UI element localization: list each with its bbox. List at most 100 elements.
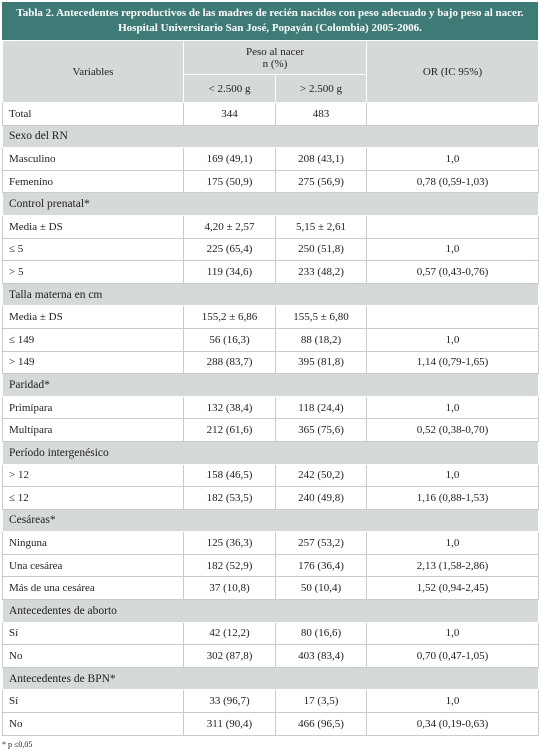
cell: 240 (49,8) [275,486,367,510]
table-row: Media ± DS 155,2 ± 6,86 155,5 ± 6,80 [2,305,539,329]
row-label: ≤ 12 [2,486,184,510]
cell: 466 (96,5) [275,712,367,736]
cell: 132 (38,4) [183,395,276,420]
cell: 42 (12,2) [183,621,276,646]
cell: 56 (16,3) [183,327,276,352]
cell: 288 (83,7) [183,350,276,375]
data-table: Variables Peso al nacer n (%) OR (IC 95%)… [2,40,539,736]
row-label: Más de una cesárea [2,576,184,601]
cell: 2,13 (1,58-2,86) [366,553,539,578]
cell: 302 (87,8) [183,644,276,668]
section-row: Antecedentes de aborto [2,599,539,623]
table-row: ≤ 5 225 (65,4) 250 (51,8) 1,0 [2,237,539,262]
section-row: Control prenatal* [2,192,539,216]
table-row: Más de una cesárea 37 (10,8) 50 (10,4) 1,52… [2,576,539,601]
section-row: Talla materna en cm [2,282,539,307]
row-label: ≤ 5 [2,237,184,262]
cell: 1,0 [366,327,539,352]
section-title: Talla materna en cm [2,282,539,307]
table-row: ≤ 149 56 (16,3) 88 (18,2) 1,0 [2,327,539,352]
cell: 176 (36,4) [275,553,367,578]
header-row: Variables Peso al nacer n (%) OR (IC 95%) [2,40,539,103]
section-row: Período intergenésico [2,440,539,465]
section-row: Cesáreas* [2,508,539,533]
table-row: > 12 158 (46,5) 242 (50,2) 1,0 [2,463,539,488]
header-cell: < 2.500 g [183,74,276,103]
cell: 311 (90,4) [183,712,276,736]
cell: 5,15 ± 2,61 [275,214,367,239]
row-label: Media ± DS [2,305,184,329]
cell: 155,2 ± 6,86 [183,305,276,329]
table-row: Multípara 212 (61,6) 365 (75,6) 0,52 (0,38-… [2,418,539,442]
table-row: Una cesárea 182 (52,9) 176 (36,4) 2,13 (1,5… [2,553,539,578]
cell: 1,52 (0,94-2,45) [366,576,539,601]
cell: 182 (52,9) [183,553,276,578]
cell: 275 (56,9) [275,169,367,194]
header-cell: Variables [2,40,184,103]
title-line: Hospital Universitario San José, Popayán… [118,22,422,34]
row-label: Multípara [2,418,184,442]
cell: 208 (43,1) [275,147,367,171]
header-row: < 2.500 g > 2.500 g [3,74,539,103]
row-label: Primípara [2,395,184,420]
cell: 4,20 ± 2,57 [183,214,276,239]
cell: 1,0 [366,621,539,646]
cell: 365 (75,6) [275,418,367,442]
cell: 119 (34,6) [183,260,276,284]
cell: 403 (83,4) [275,644,367,668]
cell: 225 (65,4) [183,237,276,262]
cell [366,305,539,329]
table-title: Tabla 2. Antecedentes reproductivos de l… [2,2,538,40]
cell: 182 (53,5) [183,486,276,510]
cell: 250 (51,8) [275,237,367,262]
section-row: Paridad* [2,373,539,397]
section-title: Antecedentes de BPN* [2,666,539,691]
cell: 33 (96,7) [183,689,276,714]
table-row: No 302 (87,8) 403 (83,4) 0,70 (0,47-1,05) [2,644,539,668]
section-title: Período intergenésico [2,440,539,465]
cell: 0,78 (0,59-1,03) [366,169,539,194]
cell: 395 (81,8) [275,350,367,375]
table-row: Primípara 132 (38,4) 118 (24,4) 1,0 [2,395,539,420]
table-row: Total 344 483 [2,102,539,126]
table-row: No 311 (90,4) 466 (96,5) 0,34 (0,19-0,63) [2,712,539,736]
cell: 118 (24,4) [275,395,367,420]
header-cell: > 2.500 g [275,74,367,103]
header-text: n (%) [262,57,288,70]
cell: 0,57 (0,43-0,76) [366,260,539,284]
cell: 125 (36,3) [183,531,276,555]
row-label: No [2,644,184,668]
table-row: > 149 288 (83,7) 395 (81,8) 1,14 (0,79-1,65… [2,350,539,375]
cell: 1,14 (0,79-1,65) [366,350,539,375]
table-row: Femenino 175 (50,9) 275 (56,9) 0,78 (0,59-1… [2,169,539,194]
cell: 242 (50,2) [275,463,367,488]
cell: 344 [183,102,276,126]
cell: 1,0 [366,147,539,171]
section-title: Cesáreas* [2,508,539,533]
cell: 17 (3,5) [275,689,367,714]
section-row: Sexo del RN [2,124,539,149]
cell: 212 (61,6) [183,418,276,442]
cell: 257 (53,2) [275,531,367,555]
cell: 0,70 (0,47-1,05) [366,644,539,668]
footnote: * p ≤0,05 [2,740,33,749]
section-row: Antecedentes de BPN* [2,666,539,691]
row-label: > 149 [2,350,184,375]
cell: 175 (50,9) [183,169,276,194]
cell: 1,0 [366,463,539,488]
cell: 1,0 [366,689,539,714]
section-title: Control prenatal* [2,192,539,216]
table-row: Masculino 169 (49,1) 208 (43,1) 1,0 [2,147,539,171]
table-row: ≤ 12 182 (53,5) 240 (49,8) 1,16 (0,88-1,53) [2,486,539,510]
cell: 169 (49,1) [183,147,276,171]
row-label: Sí [2,689,184,714]
cell [366,102,539,126]
header-cell: Peso al nacer n (%) [183,40,367,75]
cell: 233 (48,2) [275,260,367,284]
row-label: > 12 [2,463,184,488]
cell: 1,0 [366,531,539,555]
table-row: Media ± DS 4,20 ± 2,57 5,15 ± 2,61 [2,214,539,239]
header-cell: OR (IC 95%) [366,40,539,103]
row-label: No [2,712,184,736]
row-label: ≤ 149 [2,327,184,352]
